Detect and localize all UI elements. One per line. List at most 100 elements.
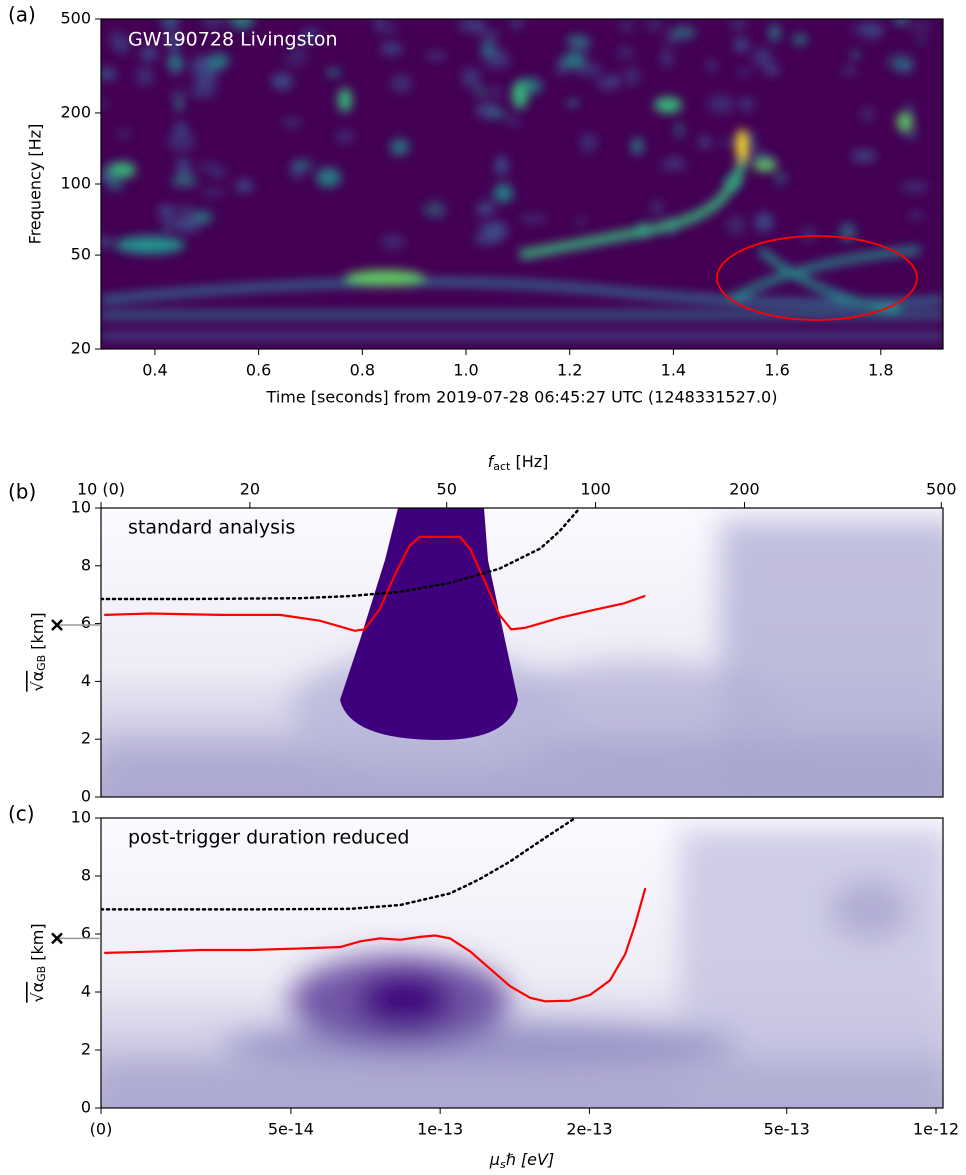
texture-blob bbox=[380, 234, 406, 250]
spectrogram-features bbox=[101, 81, 943, 340]
texture-blob bbox=[234, 178, 254, 194]
y-tick-label: 4 bbox=[81, 671, 91, 690]
y-tick-label: 6 bbox=[81, 613, 91, 632]
texture-blob bbox=[851, 50, 860, 59]
feature bbox=[897, 112, 913, 132]
x-tick-label: 0.4 bbox=[142, 361, 167, 380]
texture-blob bbox=[271, 73, 294, 90]
y-tick-label: 6 bbox=[81, 924, 91, 943]
label-symbol: μ bbox=[489, 1150, 500, 1169]
y-tick-label: 20 bbox=[71, 339, 91, 358]
chart-title: GW190728 Livingston bbox=[128, 29, 338, 51]
texture-blob bbox=[851, 150, 877, 162]
x-tick-label: 1.0 bbox=[453, 361, 478, 380]
y-tick-label: 200 bbox=[60, 102, 91, 121]
texture-blob bbox=[661, 47, 673, 68]
x-tick-label: 10 (0) bbox=[77, 480, 125, 499]
x-tick-label: 0.6 bbox=[246, 361, 271, 380]
x-tick-label: 200 bbox=[729, 480, 760, 499]
texture-blob bbox=[167, 131, 196, 152]
x-tick-label: 50 bbox=[437, 480, 457, 499]
texture-blob bbox=[631, 137, 644, 155]
texture-blob bbox=[519, 215, 547, 223]
data-line bbox=[103, 535, 646, 632]
texture-blob bbox=[195, 163, 221, 170]
texture-blob bbox=[487, 111, 509, 119]
x-tick-label: 1.6 bbox=[764, 361, 789, 380]
texture-blob bbox=[290, 46, 307, 57]
x-axis-label: μsℏ [eV] bbox=[489, 1150, 554, 1172]
x-tick-label: 1.2 bbox=[557, 361, 582, 380]
y-tick-label: 8 bbox=[81, 866, 91, 885]
region bbox=[830, 880, 910, 940]
texture-blob bbox=[494, 155, 509, 176]
y-tick-label: 0 bbox=[81, 1098, 91, 1117]
label-subscript: GB bbox=[35, 966, 48, 982]
likelihood-map bbox=[101, 508, 943, 797]
texture-blob bbox=[171, 175, 198, 187]
texture-blob bbox=[193, 72, 218, 89]
y-tick-label: 2 bbox=[81, 1040, 91, 1059]
texture-blob bbox=[909, 211, 923, 220]
texture-blob bbox=[901, 182, 928, 192]
texture-blob bbox=[488, 88, 504, 97]
texture-blob bbox=[720, 139, 740, 146]
y-tick-label: 2 bbox=[81, 729, 91, 748]
feature bbox=[519, 149, 750, 260]
texture-blob bbox=[139, 46, 158, 61]
y-tick-label: 100 bbox=[60, 174, 91, 193]
map-regions bbox=[101, 830, 943, 1108]
texture-blob bbox=[189, 88, 217, 98]
texture-blob bbox=[730, 19, 747, 30]
label-unit: ℏ [eV] bbox=[506, 1150, 555, 1169]
data-line bbox=[101, 508, 582, 601]
y-tick-label: 10 bbox=[71, 808, 91, 827]
data-line bbox=[101, 818, 577, 911]
y-axis-label: Frequency [Hz] bbox=[26, 124, 45, 245]
texture-blob bbox=[202, 189, 225, 196]
texture-blob bbox=[176, 157, 191, 178]
texture-blob bbox=[106, 175, 124, 192]
x-tick-label: 100 bbox=[580, 480, 611, 499]
texture-blob bbox=[483, 200, 494, 214]
annotation-ellipse bbox=[716, 235, 918, 321]
feature bbox=[753, 159, 777, 171]
plot-lines bbox=[101, 508, 646, 632]
texture-blob bbox=[893, 19, 909, 25]
x-tick-label: 1.4 bbox=[661, 361, 686, 380]
texture-blob bbox=[389, 138, 410, 156]
feature bbox=[338, 88, 352, 112]
label-symbol: √α bbox=[28, 671, 47, 692]
texture-blob bbox=[483, 51, 511, 69]
x-tick-label: 1.8 bbox=[868, 361, 893, 380]
label-symbol: f bbox=[488, 452, 496, 471]
texture-blob bbox=[576, 216, 586, 227]
panel-label: (a) bbox=[8, 3, 36, 27]
feature bbox=[654, 97, 682, 113]
label-unit: [km] bbox=[28, 612, 47, 654]
feature bbox=[115, 236, 185, 254]
texture-blob bbox=[769, 23, 780, 42]
y-axis-label: √αGB [km] bbox=[28, 612, 49, 691]
x-axis-label: fact [Hz] bbox=[488, 452, 549, 474]
texture-blob bbox=[707, 59, 716, 73]
texture-blob bbox=[907, 22, 933, 30]
likelihood-map bbox=[101, 818, 943, 1108]
texture-blob bbox=[229, 19, 255, 30]
axes-frame bbox=[100, 507, 944, 798]
texture-blob bbox=[860, 22, 884, 39]
texture-blob bbox=[887, 54, 914, 71]
texture-blob bbox=[670, 26, 696, 40]
texture-blob bbox=[135, 66, 154, 86]
panel-note: post-trigger duration reduced bbox=[128, 827, 409, 849]
texture-blob bbox=[426, 52, 447, 59]
texture-blob bbox=[752, 48, 774, 67]
texture-blob bbox=[457, 19, 486, 33]
texture-blob bbox=[737, 68, 751, 76]
feature bbox=[108, 162, 136, 178]
texture-blob bbox=[390, 74, 412, 93]
y-tick-label: 10 bbox=[71, 498, 91, 517]
texture-blob bbox=[202, 19, 226, 29]
texture-blob bbox=[174, 97, 184, 112]
texture-blob bbox=[292, 159, 314, 171]
